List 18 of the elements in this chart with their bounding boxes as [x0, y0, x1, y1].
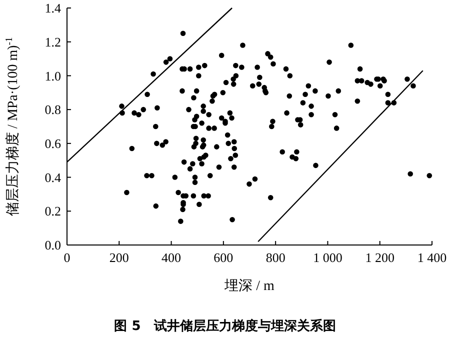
y-tick-label: 1.0 [44, 68, 61, 84]
y-tick-label: 0.8 [44, 102, 61, 118]
y-tick-label: 0.0 [44, 238, 61, 253]
text: 图 5 试井储层压力梯度与埋深关系图 [114, 318, 336, 334]
x-axis-title: 埋深 / m [224, 278, 274, 294]
y-tick-label: 1.2 [44, 34, 61, 50]
x-tick-label: 1 000 [313, 250, 342, 265]
y-tick-label: 0.4 [44, 170, 62, 185]
x-tick-label: 1 400 [417, 250, 447, 265]
x-tick-label: 1 200 [365, 250, 394, 265]
x-tick-label: 400 [162, 250, 182, 265]
x-tick-label: 600 [214, 250, 234, 265]
x-tick-label: 800 [266, 250, 286, 265]
y-tick-label: 1.4 [44, 0, 62, 16]
y-tick-label: 0.6 [44, 136, 62, 151]
y-tick-label: 0.2 [44, 204, 61, 219]
x-tick-label: 0 [64, 250, 70, 265]
x-tick-label: 200 [109, 250, 129, 265]
